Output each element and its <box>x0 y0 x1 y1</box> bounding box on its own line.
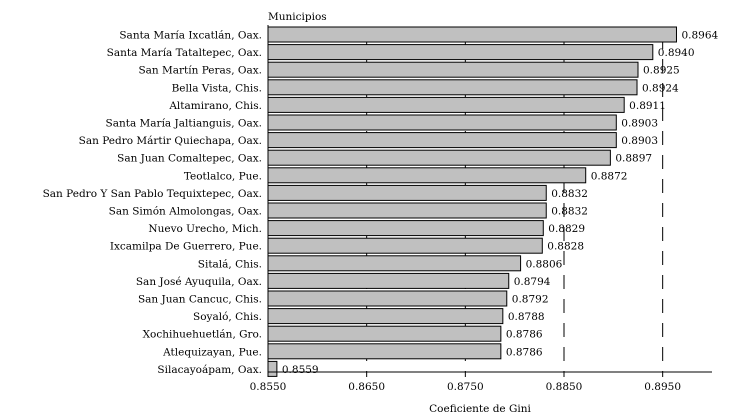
value-label: 0.8832 <box>551 206 588 218</box>
bar <box>267 202 547 219</box>
bar <box>267 114 617 131</box>
value-label: 0.8903 <box>621 118 658 130</box>
category-label: San Simón Almolongas, Oax. <box>109 206 262 218</box>
bar <box>267 149 611 166</box>
bar <box>267 343 502 360</box>
category-label: San Pedro Y San Pablo Tequixtepec, Oax. <box>43 188 262 200</box>
bar <box>267 308 504 325</box>
value-label: 0.8806 <box>526 258 563 270</box>
category-label: Nuevo Urecho, Mich. <box>148 223 262 235</box>
category-label: Soyaló, Chis. <box>193 311 262 323</box>
bar <box>267 132 617 149</box>
value-label: 0.8786 <box>506 329 543 341</box>
x-axis-title: Coeficiente de Gini <box>429 403 531 415</box>
bar <box>267 167 587 184</box>
category-label: Santa María Tataltepec, Oax. <box>107 47 262 59</box>
category-label: Atlequizayan, Pue. <box>162 346 262 358</box>
value-label: 0.8872 <box>591 170 628 182</box>
category-label: San Juan Comaltepec, Oax. <box>117 153 262 165</box>
value-label: 0.8964 <box>681 30 718 42</box>
bar <box>267 26 677 43</box>
bar <box>267 61 639 78</box>
x-tick-label: 0.8650 <box>348 381 385 393</box>
value-label: 0.8924 <box>642 82 679 94</box>
value-label: 0.8903 <box>621 135 658 147</box>
value-label: 0.8828 <box>547 241 584 253</box>
x-tick-label: 0.8750 <box>447 381 484 393</box>
bar <box>267 360 278 377</box>
bar <box>267 325 502 342</box>
category-label: San Martín Peras, Oax. <box>138 65 262 77</box>
bar <box>267 79 638 96</box>
bar <box>267 44 654 61</box>
bar <box>267 220 544 237</box>
x-tick-label: 0.8950 <box>644 381 681 393</box>
bar <box>267 184 547 201</box>
bars <box>267 26 677 377</box>
category-label: Teotlalco, Pue. <box>184 170 262 182</box>
value-label: 0.8940 <box>658 47 695 59</box>
value-labels: 0.8964 0.8940 0.8925 0.8924 0.8911 0.8903 0.89… <box>282 30 719 376</box>
category-label: San José Ayuquila, Oax. <box>136 276 262 288</box>
x-axis: 0.8550 0.8650 0.8750 0.8850 0.8950 <box>250 25 712 393</box>
category-label: Ixcamilpa De Guerrero, Pue. <box>110 241 262 253</box>
bar <box>267 290 508 307</box>
value-label: 0.8792 <box>512 294 549 306</box>
value-label: 0.8832 <box>551 188 588 200</box>
value-label: 0.8559 <box>282 364 319 376</box>
x-tick-label: 0.8850 <box>546 381 583 393</box>
value-label: 0.8911 <box>629 100 666 112</box>
bar <box>267 96 625 113</box>
value-label: 0.8794 <box>514 276 551 288</box>
value-label: 0.8786 <box>506 346 543 358</box>
value-label: 0.8829 <box>548 223 585 235</box>
category-label: Santa María Jaltianguis, Oax. <box>106 118 262 130</box>
x-tick-label: 0.8550 <box>250 381 287 393</box>
category-label: Silacayoápam, Oax. <box>157 364 262 376</box>
category-labels: Santa María Ixcatlán, Oax. Santa María Ta… <box>43 30 262 376</box>
category-label: San Juan Cancuc, Chis. <box>138 294 262 306</box>
chart-title: Municipios <box>268 11 327 23</box>
bar <box>267 272 510 289</box>
bar <box>267 255 522 272</box>
value-label: 0.8897 <box>615 153 652 165</box>
category-label: San Pedro Mártir Quiechapa, Oax. <box>79 135 262 147</box>
category-label: Bella Vista, Chis. <box>172 82 262 94</box>
value-label: 0.8788 <box>508 311 545 323</box>
category-label: Xochihuehuetlán, Gro. <box>143 329 262 341</box>
category-label: Santa María Ixcatlán, Oax. <box>119 30 262 42</box>
value-label: 0.8925 <box>643 65 680 77</box>
category-label: Sitalá, Chis. <box>198 258 262 270</box>
bar <box>267 237 543 254</box>
category-label: Altamirano, Chis. <box>168 100 262 112</box>
